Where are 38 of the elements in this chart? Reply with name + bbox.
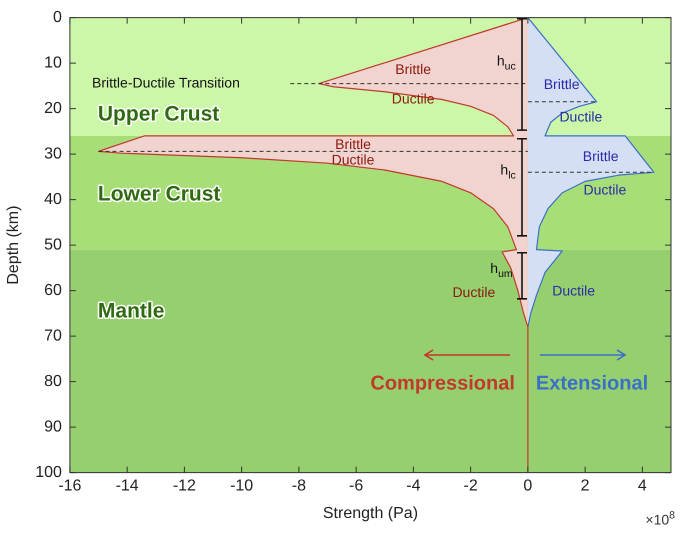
x-tick-label: 2 [580,478,590,495]
annotation: Ductile [583,181,626,198]
annotation: Brittle [395,60,432,77]
x-axis-title: Strength (Pa) [322,504,418,522]
x-tick-label: -10 [230,478,254,495]
x-tick-label: 0 [523,478,532,495]
annotation: Ductile [559,108,602,125]
y-tick-label: 80 [44,373,62,390]
annotation: Brittle-Ductile Transition [92,74,240,90]
band-label: Upper Crust [98,102,220,126]
x-tick-label: -12 [172,478,196,495]
y-tick-label: 30 [44,146,62,163]
x-tick-label: -4 [406,478,421,495]
annotation: Ductile [452,284,496,300]
y-tick-label: 60 [44,282,62,300]
y-axis-title: Depth (km) [5,206,22,285]
x-tick-label: -8 [292,478,306,495]
x-tick-label: 4 [638,478,647,495]
y-tick-label: 50 [44,236,62,254]
series-label: Compressional [370,372,515,394]
y-tick-label: 40 [44,191,62,208]
band-label: Mantle [98,299,164,322]
annotation: Brittle [544,76,580,92]
y-tick-label: 20 [44,100,62,118]
band-label: Lower Crust [98,182,220,206]
x-tick-label: -2 [464,478,478,495]
y-tick-label: 70 [44,328,62,345]
y-tick-label: 90 [44,418,62,436]
annotation: Ductile [332,151,375,168]
y-tick-label: 0 [52,9,62,26]
x-tick-label: -14 [116,478,139,495]
y-tick-label: 10 [44,54,62,72]
annotation: Ductile [552,282,596,298]
annotation: Brittle [582,148,619,164]
x-tick-label: -6 [349,478,364,495]
annotation: Ductile [392,90,435,106]
annotation: Brittle [335,136,372,152]
text: Extensional [536,372,648,394]
